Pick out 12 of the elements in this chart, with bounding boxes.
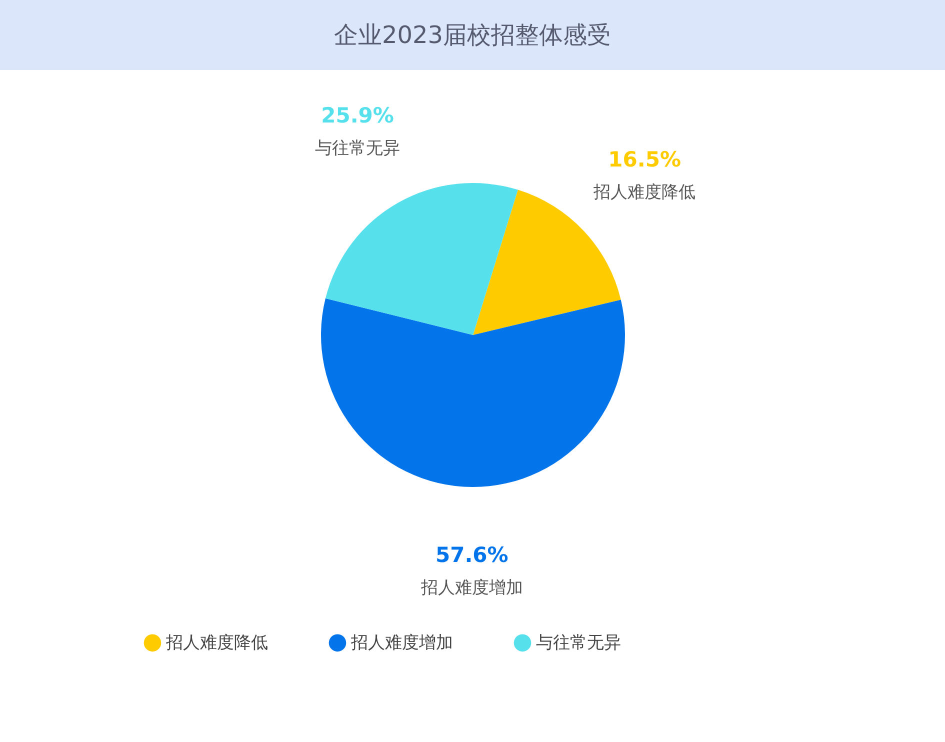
slice-label: 与往常无异 <box>314 138 400 158</box>
slice-label: 招人难度增加 <box>419 578 522 598</box>
data-label: 25.9% <box>320 103 394 128</box>
slice-label: 招人难度降低 <box>592 182 696 202</box>
pie-slice <box>324 183 518 335</box>
chart-title: 企业2023届校招整体感受 <box>0 0 945 70</box>
data-label: 57.6% <box>434 542 508 567</box>
legend-label: 招人难度增加 <box>350 632 452 653</box>
legend-label: 招人难度降低 <box>164 632 268 653</box>
pie-slice <box>320 298 624 487</box>
legend-label: 与往常无异 <box>536 632 620 653</box>
data-label: 16.5% <box>608 147 680 172</box>
